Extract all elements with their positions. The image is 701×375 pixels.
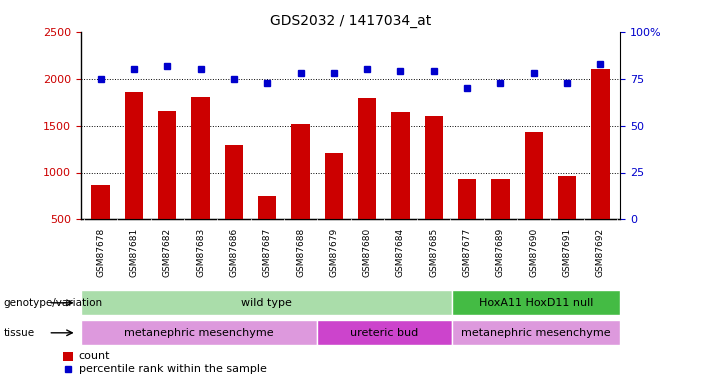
Bar [258, 196, 276, 219]
Bar [63, 352, 73, 361]
Text: GSM87677: GSM87677 [463, 228, 472, 277]
Bar [81, 290, 451, 315]
Text: metanephric mesenchyme: metanephric mesenchyme [124, 328, 273, 338]
Text: GSM87684: GSM87684 [396, 228, 405, 277]
Text: count: count [79, 351, 110, 361]
Bar [325, 153, 343, 219]
Text: HoxA11 HoxD11 null: HoxA11 HoxD11 null [479, 298, 593, 308]
Bar [558, 176, 576, 219]
Bar [524, 132, 543, 219]
Bar [91, 185, 110, 219]
Text: GSM87678: GSM87678 [96, 228, 105, 277]
Text: GSM87681: GSM87681 [130, 228, 138, 277]
Text: GSM87691: GSM87691 [563, 228, 571, 277]
Text: GSM87679: GSM87679 [329, 228, 339, 277]
Bar [125, 92, 143, 219]
Text: GSM87687: GSM87687 [263, 228, 272, 277]
Bar [317, 320, 451, 345]
Text: GSM87690: GSM87690 [529, 228, 538, 277]
Text: GSM87686: GSM87686 [229, 228, 238, 277]
Bar [358, 99, 376, 219]
Bar [451, 290, 620, 315]
Text: GSM87680: GSM87680 [362, 228, 372, 277]
Title: GDS2032 / 1417034_at: GDS2032 / 1417034_at [270, 14, 431, 28]
Text: GSM87682: GSM87682 [163, 228, 172, 277]
Text: metanephric mesenchyme: metanephric mesenchyme [461, 328, 611, 338]
Bar [451, 320, 620, 345]
Text: percentile rank within the sample: percentile rank within the sample [79, 364, 266, 374]
Text: ureteric bud: ureteric bud [350, 328, 418, 338]
Bar [591, 69, 610, 219]
Bar [425, 116, 443, 219]
Text: tissue: tissue [4, 328, 34, 338]
Text: GSM87688: GSM87688 [296, 228, 305, 277]
Text: GSM87685: GSM87685 [429, 228, 438, 277]
Bar [191, 97, 210, 219]
Text: GSM87689: GSM87689 [496, 228, 505, 277]
Text: GSM87692: GSM87692 [596, 228, 605, 277]
Text: wild type: wild type [240, 298, 292, 308]
Bar [391, 112, 409, 219]
Bar [81, 320, 317, 345]
Bar [225, 146, 243, 219]
Bar [292, 124, 310, 219]
Text: GSM87683: GSM87683 [196, 228, 205, 277]
Text: genotype/variation: genotype/variation [4, 298, 102, 308]
Bar [491, 179, 510, 219]
Bar [458, 179, 476, 219]
Bar [158, 111, 177, 219]
